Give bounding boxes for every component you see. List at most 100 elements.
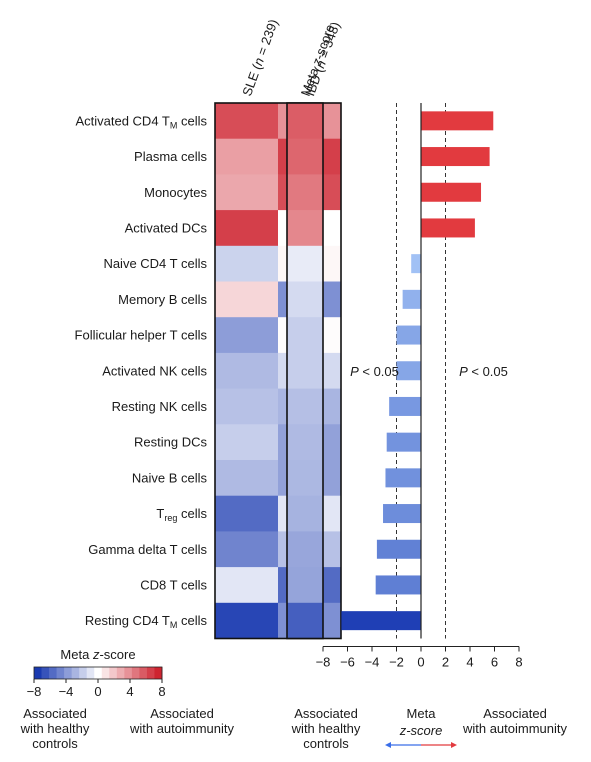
significance-annotation: P < 0.05	[459, 364, 508, 379]
bar	[341, 611, 421, 631]
heatmap-cell	[215, 103, 279, 140]
row-label: Naive CD4 T cells	[103, 256, 207, 271]
heatmap-cell	[215, 352, 279, 390]
heatmap-cell	[215, 281, 279, 318]
row-label: Activated DCs	[125, 220, 208, 235]
colorbar-title: Meta z-score	[60, 647, 135, 662]
x-tick-label: 4	[466, 655, 473, 670]
bar	[375, 575, 421, 595]
row-label: Naive B cells	[132, 470, 208, 485]
meta-cell	[287, 103, 323, 140]
bar-legend-zscore: z-score	[399, 723, 443, 738]
meta-border	[286, 102, 324, 640]
colorbar-tick-label: 0	[94, 684, 101, 699]
row-label: Activated NK cells	[102, 363, 207, 378]
row-label: Resting NK cells	[112, 399, 208, 414]
meta-cell	[287, 460, 323, 497]
meta-cell	[287, 138, 323, 175]
heatmap-cell	[215, 531, 279, 568]
bar-legend-healthy-controls: Associated with healthy controls	[291, 706, 361, 751]
x-tick-label: −8	[316, 655, 331, 670]
colorbar-swatch	[131, 667, 140, 679]
heatmap-cell	[215, 602, 279, 639]
bar	[385, 468, 421, 488]
meta-cell	[287, 352, 323, 390]
bar-legend-autoimmunity: Associated with autoimmunity	[462, 706, 568, 736]
bar	[421, 182, 482, 202]
legends: Associated with healthy controls Associated…	[20, 706, 568, 751]
heatmap-cell	[215, 495, 279, 532]
bar	[396, 361, 421, 381]
legend-autoimmunity: Associated with autoimmunity	[129, 706, 235, 736]
colorbar-swatch	[64, 667, 73, 679]
colorbar-tick-label: 4	[126, 684, 133, 699]
meta-cell	[287, 281, 323, 318]
meta-cell	[287, 317, 323, 354]
x-tick-label: −4	[365, 655, 380, 670]
colorbar-swatch	[101, 667, 110, 679]
colorbar-swatch	[41, 667, 50, 679]
colorbar-swatch	[109, 667, 118, 679]
colorbar-tick-label: −4	[59, 684, 74, 699]
heatmap-cell	[215, 424, 279, 461]
arrow-right-head	[451, 742, 457, 748]
bar	[386, 432, 421, 452]
colorbar: Meta z-score −8 −4 0 4 8	[27, 647, 166, 699]
colorbar-swatch	[124, 667, 133, 679]
meta-cell	[287, 567, 323, 604]
legend-healthy-controls: Associated with healthy controls	[20, 706, 90, 751]
bar	[376, 539, 421, 559]
heatmap-cell	[215, 460, 279, 497]
bar	[383, 504, 421, 524]
x-tick-label: 8	[515, 655, 522, 670]
meta-zscore-heatmap	[286, 102, 324, 640]
heatmap-cell	[215, 317, 279, 354]
bar	[396, 325, 421, 345]
significance-annotation: P < 0.05	[350, 364, 399, 379]
row-label: Resting CD4 TM cells	[85, 613, 208, 630]
heatmap-border	[214, 102, 342, 640]
meta-cell	[287, 245, 323, 282]
colorbar-swatch	[139, 667, 148, 679]
x-tick-label: −2	[389, 655, 404, 670]
colorbar-swatch	[49, 667, 57, 679]
row-label: Gamma delta T cells	[88, 542, 207, 557]
bar	[421, 147, 490, 167]
meta-cell	[287, 602, 323, 639]
heatmap-cell	[215, 138, 279, 175]
row-label: Plasma cells	[134, 149, 207, 164]
colorbar-tick-label: −8	[27, 684, 42, 699]
bar-chart: −8 −6 −4 −2 0 2 4 6 8 P < 0.05 P < 0.05	[316, 103, 523, 670]
heatmap-cell	[215, 174, 279, 211]
row-label: Memory B cells	[118, 292, 207, 307]
bar	[402, 289, 421, 309]
bar	[421, 218, 475, 238]
row-label: Resting DCs	[134, 435, 207, 450]
colorbar-swatch	[79, 667, 88, 679]
meta-cell	[287, 210, 323, 247]
meta-cell	[287, 495, 323, 532]
colorbar-swatch	[34, 667, 42, 679]
bar	[389, 396, 421, 416]
x-tick-label: −6	[340, 655, 355, 670]
colorbar-swatch	[146, 667, 155, 679]
colorbar-tick-label: 8	[158, 684, 165, 699]
x-tick-label: 2	[442, 655, 449, 670]
meta-cell	[287, 424, 323, 461]
meta-cell	[287, 388, 323, 425]
row-label: Monocytes	[144, 185, 207, 200]
meta-cell	[287, 174, 323, 211]
x-tick-label: 6	[491, 655, 498, 670]
colorbar-swatch	[154, 667, 163, 679]
row-label: Activated CD4 TM cells	[75, 113, 207, 130]
bar	[421, 111, 494, 131]
meta-cell	[287, 531, 323, 568]
row-label: Treg cells	[156, 506, 207, 523]
heatmap-cell	[215, 245, 279, 282]
column-headers: SLE (n = 239)IBD (n = 348)Meta z-score	[239, 17, 343, 98]
row-label: Follicular helper T cells	[75, 328, 208, 343]
colorbar-swatch	[56, 667, 65, 679]
x-tick-label: 0	[417, 655, 424, 670]
heatmap-cell	[215, 388, 279, 425]
